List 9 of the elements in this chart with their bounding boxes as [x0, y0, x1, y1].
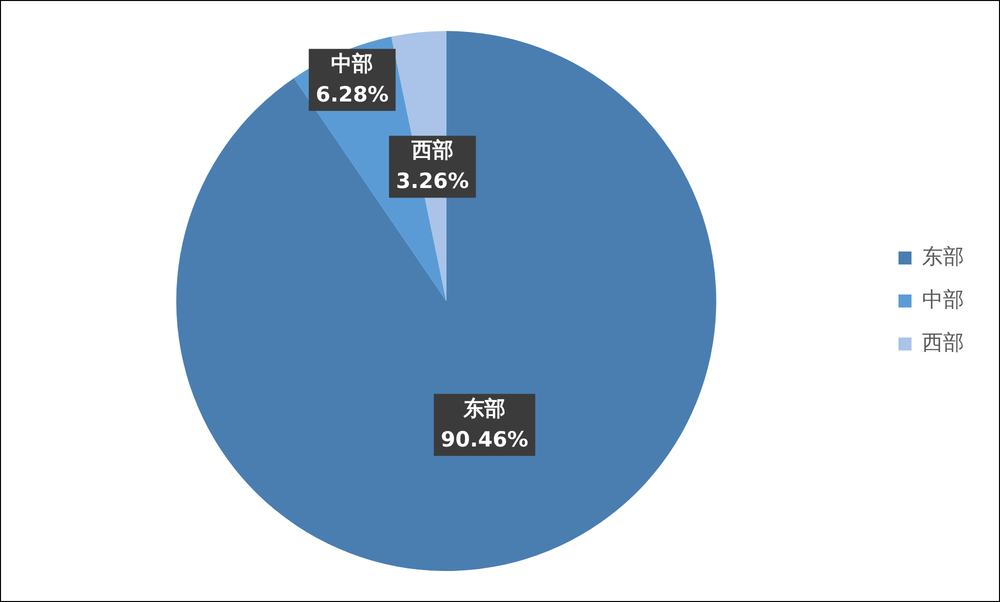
slice-label: 东部: [462, 396, 506, 420]
data-label: 6.28%: [316, 82, 389, 106]
legend-label: 西部: [922, 330, 964, 354]
legend-label: 东部: [922, 244, 964, 268]
data-label: 3.26%: [396, 169, 469, 194]
slice-label: 西部: [410, 138, 454, 162]
data-label: 90.46%: [440, 427, 528, 452]
slice-label: 中部: [331, 51, 374, 76]
legend-label: 中部: [922, 287, 964, 312]
